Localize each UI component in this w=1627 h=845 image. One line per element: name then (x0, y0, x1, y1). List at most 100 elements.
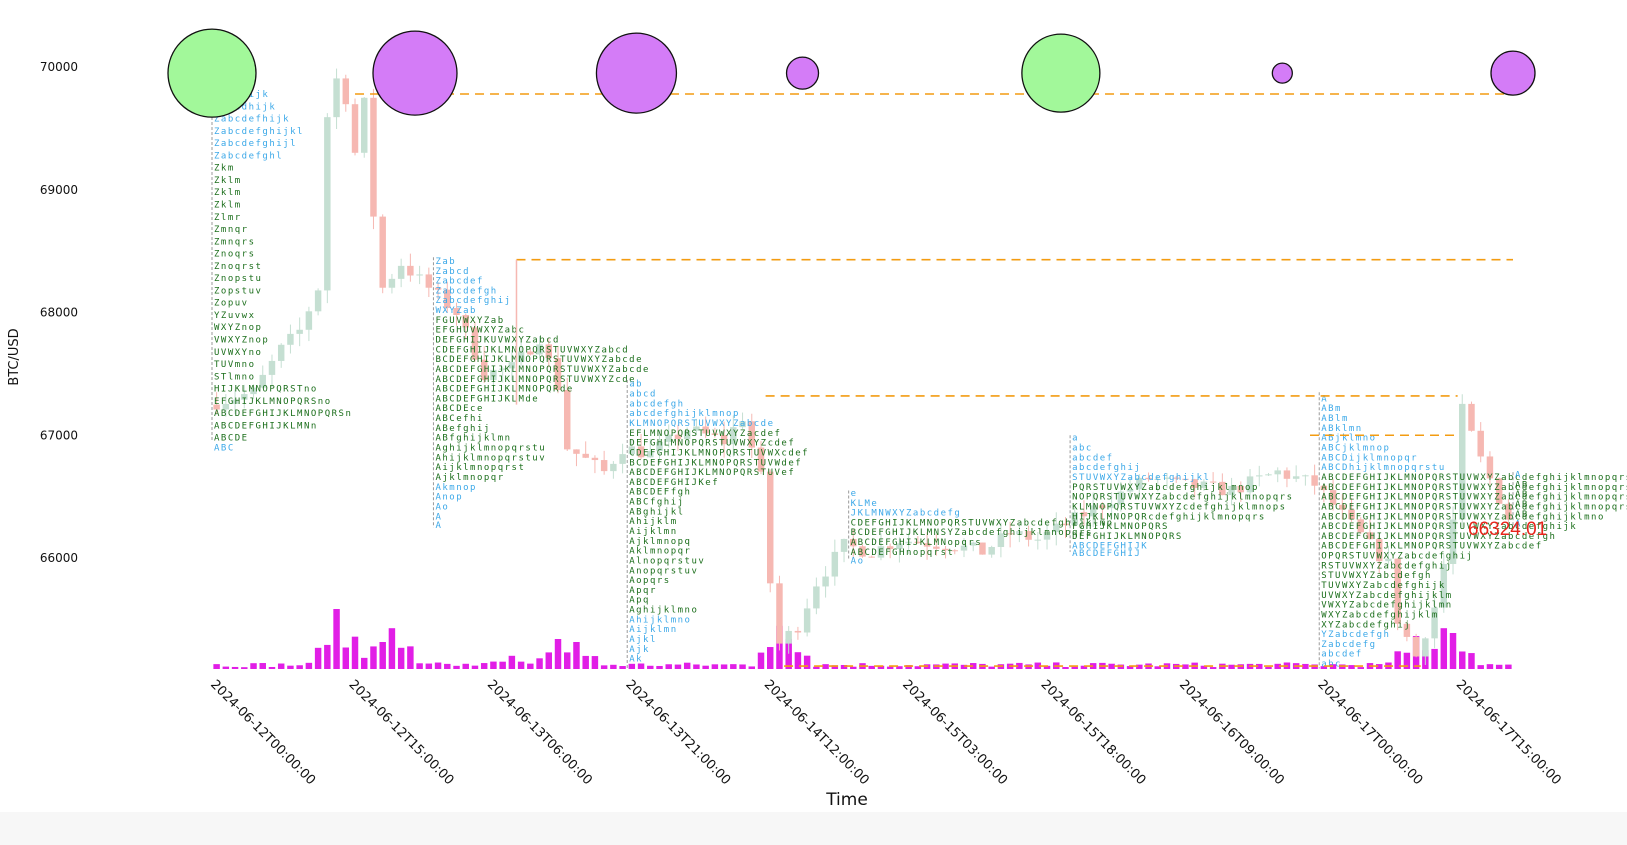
candle-body (1375, 539, 1383, 562)
candle-body (1431, 607, 1438, 639)
candle-body (702, 426, 709, 434)
candle-body (665, 434, 672, 442)
tpo-row: DEFGHLMNOPQRSTUVWXYZcdef (629, 439, 795, 449)
tpo-row: Aghijklmno (629, 606, 698, 616)
volume-bar (683, 662, 691, 669)
candle-body (397, 265, 405, 279)
candle-body (831, 551, 839, 577)
volume-bar (739, 664, 746, 669)
candle-body (859, 546, 866, 557)
volume-bar (942, 663, 949, 669)
candle-body (277, 344, 285, 361)
tpo-row: FGHIJKLMNOPQRS (1072, 522, 1169, 532)
candle-body (914, 541, 922, 544)
candle-body (711, 433, 719, 436)
candle-body (351, 104, 359, 153)
volume-bar (314, 647, 322, 669)
x-tick-label: 2024-06-12T15:00:00 (346, 677, 457, 788)
volume-bar (259, 663, 266, 669)
tpo-row: CDEFGHIJKLMNOPQRSTUVWXYZabcd (435, 345, 629, 355)
volume-bar (268, 666, 276, 669)
candle-body (1283, 470, 1291, 479)
volume-bar (407, 646, 414, 669)
bubble-marker (595, 32, 678, 114)
candle-body (886, 546, 894, 550)
volume-bar (527, 663, 534, 669)
chart-svg: ZabZabhijZabcdijkZabcdhijkZabcdefhijkZab… (7, 28, 1627, 810)
tpo-row: Zabcdefgh (435, 286, 497, 296)
tpo-row: Ahijklmnopqrstuv (435, 453, 546, 463)
tpo-row: ABCDEFGHIJKLMNOPQRSTUVWXYZabcdefghijklmn… (1321, 512, 1605, 522)
volume-bar (896, 666, 903, 669)
tpo-row: BCDEFGHIJKLMNOPQRSTUVWdef (629, 458, 802, 468)
volume-bar (693, 664, 700, 669)
tpo-row: ABCjklmnop (1321, 444, 1390, 454)
candle-body (896, 543, 903, 550)
candle-body (499, 368, 506, 370)
volume-bar (1016, 662, 1023, 669)
tpo-row: PQRSTUVWXYZabcdefghijklmnop (1072, 483, 1259, 493)
candle-body (296, 329, 303, 334)
candle-body (1080, 512, 1088, 517)
candle-body (905, 541, 912, 544)
candle-body (471, 327, 479, 360)
candle-body (840, 538, 848, 552)
volume-bar (554, 639, 562, 669)
tpo-row: OPQRSTUVWXYZabcdefghij (1321, 552, 1473, 562)
x-tick-label: 2024-06-17T00:00:00 (1314, 677, 1425, 788)
volume-bar (434, 662, 442, 669)
candle-body (1126, 489, 1134, 492)
volume-bars (213, 609, 1512, 669)
tpo-row: STUVWXYZabcdefgh (1321, 571, 1432, 581)
volume-bar (287, 665, 294, 669)
candle-body (1394, 558, 1401, 624)
tpo-row: AB (1515, 490, 1529, 500)
bubble-marker (1021, 33, 1101, 113)
volume-bar (1089, 663, 1097, 669)
volume-bar (444, 663, 451, 669)
candle-body (527, 351, 534, 355)
volume-bar (1459, 651, 1466, 669)
candle-body (1172, 477, 1180, 479)
candle-body (480, 359, 488, 381)
candle-body (997, 533, 1005, 547)
candle-body (868, 556, 875, 558)
candle-body (379, 216, 386, 288)
tpo-row: ABCDEFGHIJKLMNn (214, 421, 318, 431)
candle-body (1329, 490, 1337, 505)
candle-body (582, 453, 589, 458)
tpo-row: A (1515, 471, 1522, 481)
volume-bar (1375, 664, 1383, 669)
tpo-row: Ajklmnopqr (435, 473, 504, 483)
tpo-row: RSTUVWXYZabcdefghij (1321, 561, 1452, 571)
candle-body (213, 404, 220, 410)
volume-bar (831, 665, 839, 669)
tpo-row: Zabcdefghl (214, 151, 283, 161)
volume-bar (637, 663, 645, 669)
candle-body (1403, 623, 1411, 637)
x-axis-title: Time (825, 790, 868, 810)
tpo-row: ABCDEFGHIJKLMNOPQRSn (214, 409, 352, 419)
x-axis: 2024-06-12T00:00:00 2024-06-12T15:00:00 20… (207, 677, 1564, 788)
tpo-row: Ahijklm (629, 517, 677, 527)
volume-bar (1449, 633, 1457, 669)
candle-body (573, 449, 580, 454)
tpo-row: Zopuv (214, 299, 249, 309)
tpo-row: ABCDEFGHIJK (1072, 542, 1148, 552)
tpo-row: A (435, 521, 442, 531)
bubble-marker (372, 30, 458, 116)
tpo-row: ABCefhi (435, 414, 483, 424)
tpo-row: STUVWXYZabcdefghijkl (1072, 473, 1210, 483)
tpo-row: ABCDEFGHIJKef (629, 478, 719, 488)
volume-bar (1080, 665, 1088, 669)
volume-bar (241, 667, 248, 669)
volume-bar (702, 665, 709, 669)
volume-bar (305, 662, 313, 669)
tpo-row: ABjklmno (1321, 434, 1376, 444)
tpo-row: WXYZnop (214, 323, 262, 333)
tpo-row: Zabcdefghijkl (214, 127, 304, 137)
candle-body (1449, 519, 1457, 564)
tpo-row: abcdef (1321, 650, 1363, 660)
candle-body (1154, 478, 1161, 480)
tpo-row: Aijklmn (629, 527, 677, 537)
